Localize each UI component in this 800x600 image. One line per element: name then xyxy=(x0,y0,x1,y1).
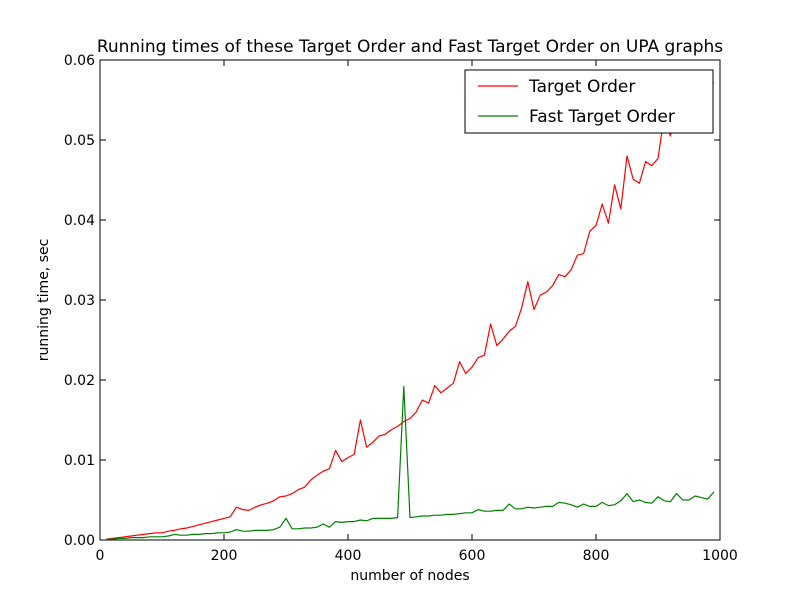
series-line-target-order xyxy=(106,76,715,540)
legend: Target Order Fast Target Order xyxy=(464,69,714,134)
x-tick-label: 0 xyxy=(96,548,105,564)
y-tick-label: 0.04 xyxy=(64,213,95,229)
x-tick-label: 400 xyxy=(335,548,362,564)
x-tick-label: 1000 xyxy=(702,548,738,564)
plot-frame xyxy=(99,59,721,541)
x-tick-label: 200 xyxy=(211,548,238,564)
y-tick-label: 0.01 xyxy=(64,453,95,469)
y-axis-label: running time, sec xyxy=(36,239,52,362)
y-tick-label: 0.06 xyxy=(64,53,95,69)
y-tick-label: 0.02 xyxy=(64,373,95,389)
y-tick-label: 0.00 xyxy=(64,533,95,549)
legend-label-fast-target-order: Fast Target Order xyxy=(529,107,675,127)
plot-area: 0 200 400 600 800 1000 0.00 0.01 0.02 0.03 0.04 0.0… xyxy=(64,53,738,564)
series-lines xyxy=(106,76,715,540)
x-tick-label: 800 xyxy=(583,548,610,564)
x-tick-label: 600 xyxy=(459,548,486,564)
x-axis-label: number of nodes xyxy=(350,568,469,584)
legend-label-target-order: Target Order xyxy=(528,77,635,97)
chart-title: Running times of these Target Order and … xyxy=(97,37,723,57)
y-tick-label: 0.05 xyxy=(64,133,95,149)
y-tick-label: 0.03 xyxy=(64,293,95,309)
axis-ticks: 0 200 400 600 800 1000 0.00 0.01 0.02 0.03 0.04 0.0… xyxy=(64,53,738,564)
legend-box xyxy=(464,69,714,134)
series-line-fast-target-order xyxy=(106,385,715,540)
